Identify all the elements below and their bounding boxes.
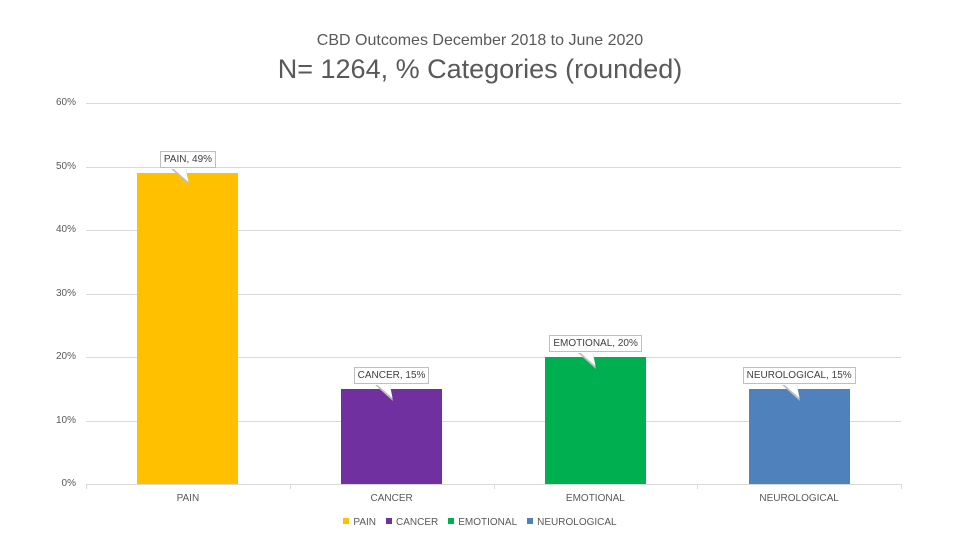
data-label-pain: PAIN, 49%: [159, 150, 217, 168]
y-tick-label: 30%: [55, 287, 76, 299]
y-tick-label: 20%: [55, 351, 76, 362]
legend-label: CANCER: [396, 517, 439, 528]
x-tick-mark: [289, 484, 291, 489]
x-tick-mark: [697, 484, 699, 489]
bar-neurological[interactable]: [748, 388, 850, 484]
legend-label: NEUROLOGICAL: [537, 517, 617, 528]
bar-cancer[interactable]: [341, 388, 443, 484]
y-tick-label: 40%: [55, 224, 76, 235]
x-tick-mark: [901, 484, 902, 489]
legend-swatch-icon: [386, 518, 392, 525]
data-label-emotional: EMOTIONAL, 20%: [549, 335, 642, 352]
gridline: [86, 166, 901, 168]
data-label-neurological: NEUROLOGICAL, 15%: [742, 366, 856, 384]
legend-swatch-icon: [343, 518, 350, 525]
legend-swatch-icon: [527, 518, 534, 525]
bar-emotional[interactable]: [544, 357, 646, 484]
x-tick-mark: [86, 484, 87, 489]
y-tick-label: 60%: [55, 97, 76, 108]
plot-area: [86, 103, 901, 484]
x-tick-label: EMOTIONAL: [565, 493, 625, 504]
x-tick-label: CANCER: [370, 493, 413, 504]
legend-label: PAIN: [353, 517, 376, 528]
legend-swatch-icon: [448, 518, 455, 525]
x-tick-mark: [493, 484, 495, 489]
chart-title: N= 1264, % Categories (rounded): [277, 54, 683, 84]
legend-item-cancer[interactable]: CANCER: [386, 517, 438, 528]
gridline: [86, 230, 901, 231]
legend-label: EMOTIONAL: [458, 517, 518, 528]
bar-pain[interactable]: [137, 172, 239, 484]
gridline: [86, 293, 901, 295]
legend-item-emotional[interactable]: EMOTIONAL: [448, 517, 517, 528]
gridline: [86, 103, 901, 104]
legend: PAIN CANCER EMOTIONAL NEUROLOGICAL: [0, 517, 960, 528]
data-label-cancer: CANCER, 15%: [353, 366, 430, 384]
y-tick-label: 0%: [61, 478, 76, 489]
y-tick-label: 50%: [55, 160, 76, 172]
y-tick-label: 10%: [55, 414, 76, 426]
chart-subtitle: CBD Outcomes December 2018 to June 2020: [316, 32, 644, 49]
x-tick-label: PAIN: [176, 493, 200, 504]
gridline: [86, 420, 901, 422]
legend-item-pain[interactable]: PAIN: [343, 517, 376, 528]
x-tick-label: NEUROLOGICAL: [759, 493, 839, 504]
legend-item-neurological[interactable]: NEUROLOGICAL: [527, 517, 617, 528]
gridline: [86, 357, 901, 358]
